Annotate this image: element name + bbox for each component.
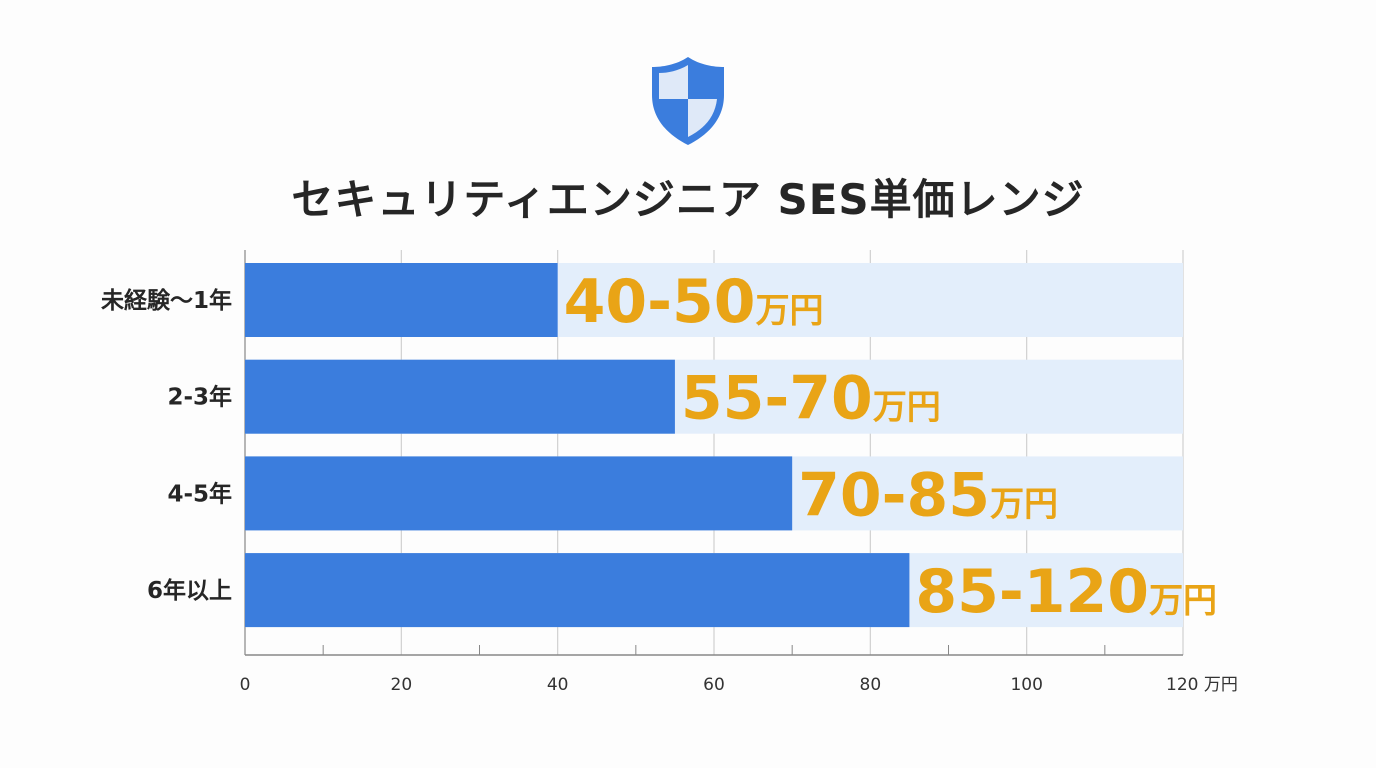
data-label: 70-85万円 — [798, 460, 1058, 530]
data-label: 55-70万円 — [681, 364, 941, 434]
shield-icon — [652, 57, 724, 145]
bar — [245, 553, 910, 628]
chart-title: セキュリティエンジニア SES単価レンジ — [291, 175, 1085, 224]
x-tick-label: 60 — [703, 675, 725, 695]
data-label: 85-120万円 — [915, 557, 1217, 627]
bar — [245, 263, 558, 337]
category-label: 未経験〜1年 — [101, 287, 232, 314]
x-tick-label: 80 — [860, 675, 882, 695]
category-label: 4-5年 — [167, 480, 232, 507]
bar — [245, 456, 793, 531]
category-label: 6年以上 — [147, 577, 232, 604]
x-tick-label: 40 — [547, 675, 569, 695]
category-label: 2-3年 — [167, 384, 232, 411]
x-tick-label: 120 万円 — [1166, 675, 1238, 695]
bar — [245, 359, 675, 434]
x-tick-label: 0 — [240, 675, 251, 695]
x-tick-label: 20 — [391, 675, 413, 695]
x-tick-label: 100 — [1010, 675, 1042, 695]
data-label: 40-50万円 — [564, 267, 824, 337]
